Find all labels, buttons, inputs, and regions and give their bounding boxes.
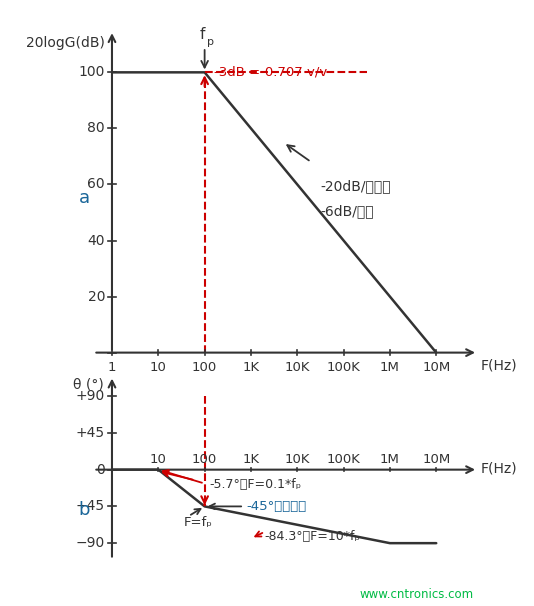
Text: 1K: 1K: [242, 453, 260, 465]
Text: f: f: [199, 27, 205, 41]
Text: -45°／十倍频: -45°／十倍频: [246, 500, 307, 513]
Text: +90: +90: [76, 389, 105, 403]
Text: 20logG(dB): 20logG(dB): [26, 36, 105, 50]
Text: 1K: 1K: [242, 361, 260, 374]
Text: F=fₚ: F=fₚ: [184, 516, 213, 529]
Text: 10M: 10M: [422, 453, 450, 465]
Text: 1: 1: [108, 361, 116, 374]
Text: 100K: 100K: [327, 361, 360, 374]
Text: b: b: [78, 502, 90, 519]
Text: 100: 100: [78, 65, 105, 79]
Text: -3dB =-0.707 v/v: -3dB =-0.707 v/v: [214, 66, 327, 79]
Text: p: p: [207, 37, 214, 47]
Text: -5.7°，F=0.1*fₚ: -5.7°，F=0.1*fₚ: [209, 478, 301, 491]
Text: -84.3°，F=10*fₚ: -84.3°，F=10*fₚ: [265, 530, 361, 543]
Text: 1M: 1M: [380, 361, 400, 374]
Text: 10K: 10K: [285, 361, 310, 374]
Text: 10M: 10M: [422, 361, 450, 374]
Text: 0: 0: [96, 462, 105, 477]
Text: a: a: [78, 190, 90, 207]
Text: 10K: 10K: [285, 453, 310, 465]
Text: 1M: 1M: [380, 453, 400, 465]
Text: 60: 60: [88, 178, 105, 191]
Text: -6dB/倍频: -6dB/倍频: [320, 204, 374, 218]
Text: 20: 20: [88, 290, 105, 304]
Text: −45: −45: [76, 499, 105, 513]
Text: F(Hz): F(Hz): [480, 461, 517, 475]
Text: 10: 10: [150, 453, 167, 465]
Text: 10: 10: [150, 361, 167, 374]
Text: 100: 100: [192, 361, 217, 374]
Text: +45: +45: [76, 426, 105, 440]
Text: 40: 40: [88, 233, 105, 247]
Text: -20dB/十倍频: -20dB/十倍频: [320, 179, 391, 193]
Text: F(Hz): F(Hz): [480, 358, 517, 372]
Text: 100K: 100K: [327, 453, 360, 465]
Text: 100: 100: [192, 453, 217, 465]
Text: θ (°): θ (°): [73, 378, 104, 391]
Text: www.cntronics.com: www.cntronics.com: [359, 588, 474, 601]
Text: 80: 80: [88, 121, 105, 135]
Text: −90: −90: [76, 536, 105, 550]
